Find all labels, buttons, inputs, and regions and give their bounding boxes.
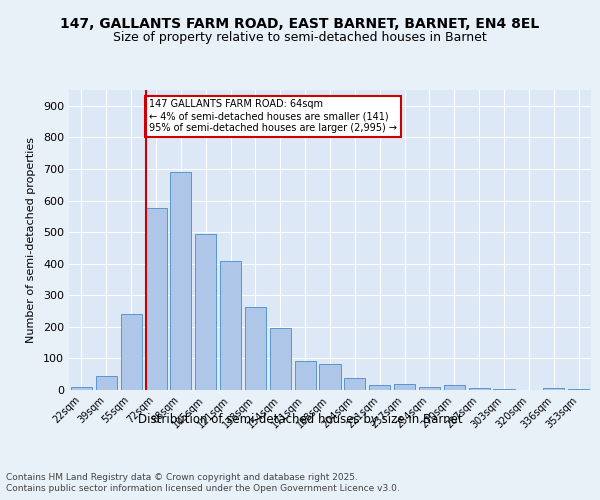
- Bar: [145, 208, 167, 390]
- Bar: [419, 388, 440, 390]
- Bar: [369, 386, 390, 390]
- Bar: [170, 172, 191, 390]
- Y-axis label: Number of semi-detached properties: Number of semi-detached properties: [26, 137, 36, 343]
- Text: Size of property relative to semi-detached houses in Barnet: Size of property relative to semi-detach…: [113, 31, 487, 44]
- Bar: [195, 234, 216, 390]
- Text: 147 GALLANTS FARM ROAD: 64sqm
← 4% of semi-detached houses are smaller (141)
95%: 147 GALLANTS FARM ROAD: 64sqm ← 4% of se…: [149, 100, 397, 132]
- Bar: [96, 376, 117, 390]
- Text: Contains public sector information licensed under the Open Government Licence v3: Contains public sector information licen…: [6, 484, 400, 493]
- Text: Distribution of semi-detached houses by size in Barnet: Distribution of semi-detached houses by …: [137, 412, 463, 426]
- Bar: [469, 388, 490, 390]
- Bar: [543, 388, 564, 390]
- Bar: [121, 314, 142, 390]
- Bar: [344, 378, 365, 390]
- Text: Contains HM Land Registry data © Crown copyright and database right 2025.: Contains HM Land Registry data © Crown c…: [6, 472, 358, 482]
- Bar: [493, 389, 515, 390]
- Bar: [444, 386, 465, 390]
- Bar: [319, 364, 341, 390]
- Text: 147, GALLANTS FARM ROAD, EAST BARNET, BARNET, EN4 8EL: 147, GALLANTS FARM ROAD, EAST BARNET, BA…: [61, 18, 539, 32]
- Bar: [245, 307, 266, 390]
- Bar: [71, 387, 92, 390]
- Bar: [270, 328, 291, 390]
- Bar: [394, 384, 415, 390]
- Bar: [568, 389, 589, 390]
- Bar: [295, 360, 316, 390]
- Bar: [220, 260, 241, 390]
